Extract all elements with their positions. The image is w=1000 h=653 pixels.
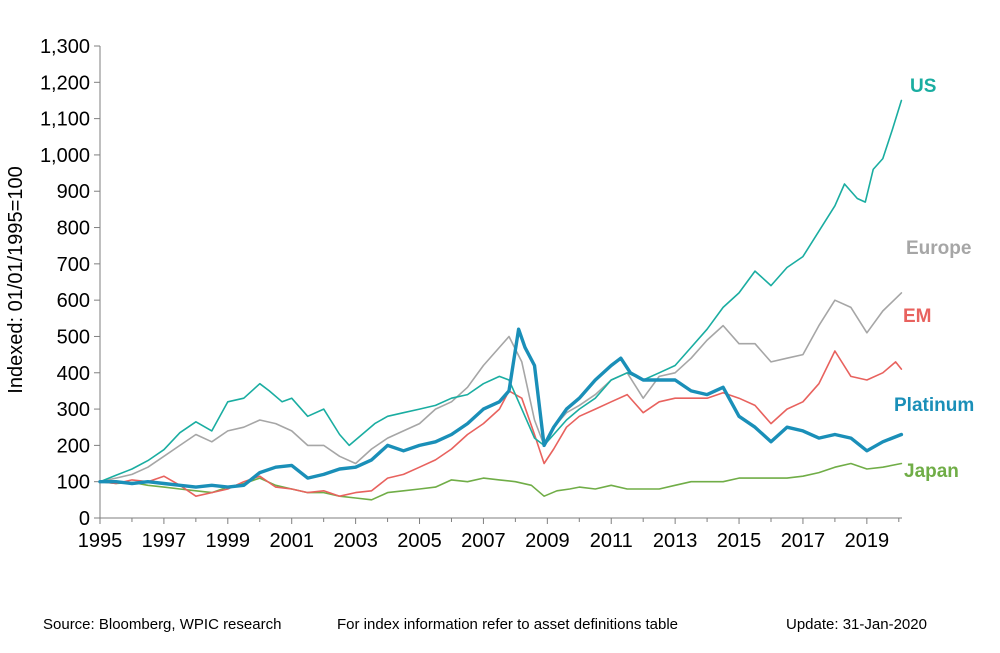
x-tick-label: 2001 — [269, 530, 314, 552]
series-line-us — [99, 99, 903, 483]
series-labels: US Europe EM Platinum Japan — [894, 76, 974, 482]
series-line-platinum — [98, 327, 904, 489]
series-label-europe: Europe — [906, 238, 971, 259]
series-line-em — [99, 350, 903, 498]
x-tick-label: 1999 — [206, 530, 251, 552]
y-tick-label: 1,200 — [40, 72, 90, 94]
axes: 0 100 200 300 400 500 600 700 800 900 1,000 1,100 1,… — [40, 36, 902, 552]
x-tick-label: 1995 — [78, 530, 123, 552]
series-lines — [98, 99, 904, 501]
x-tick-label: 2009 — [525, 530, 570, 552]
source-note: Source: Bloomberg, WPIC research — [43, 616, 282, 633]
series-line-europe — [99, 292, 903, 483]
y-tick-label: 1,300 — [40, 36, 90, 58]
x-tick-label: 2003 — [333, 530, 378, 552]
x-tick-label: 2019 — [845, 530, 890, 552]
y-tick-label: 200 — [57, 435, 90, 457]
x-tick-label: 2011 — [590, 530, 633, 552]
series-line-japan — [99, 462, 903, 501]
y-tick-label: 1,000 — [40, 145, 90, 167]
y-tick-label: 100 — [57, 472, 90, 494]
series-label-us: US — [910, 76, 936, 97]
x-tick-label: 2015 — [717, 530, 762, 552]
series-label-em: EM — [903, 306, 932, 327]
x-tick-label: 2005 — [397, 530, 442, 552]
index-info-note: For index information refer to asset def… — [337, 616, 679, 633]
y-tick-label: 0 — [79, 508, 90, 530]
series-label-platinum: Platinum — [894, 395, 974, 416]
y-tick-label: 900 — [57, 181, 90, 203]
update-date: Update: 31-Jan-2020 — [786, 616, 927, 633]
x-tick-label: 2017 — [781, 530, 826, 552]
line-chart: 0 100 200 300 400 500 600 700 800 900 1,000 1,100 1,… — [5, 36, 974, 552]
x-tick-label: 1997 — [142, 530, 187, 552]
series-label-japan: Japan — [904, 461, 959, 482]
y-tick-label: 1,100 — [40, 109, 90, 131]
y-tick-label: 600 — [57, 290, 90, 312]
y-tick-label: 800 — [57, 218, 90, 240]
y-axis-label: Indexed: 01/01/1995=100 — [5, 166, 27, 393]
x-tick-label: 2013 — [653, 530, 698, 552]
y-tick-label: 400 — [57, 363, 90, 385]
y-tick-label: 300 — [57, 399, 90, 421]
x-tick-label: 2007 — [461, 530, 506, 552]
y-tick-label: 700 — [57, 254, 90, 276]
y-tick-label: 500 — [57, 326, 90, 348]
